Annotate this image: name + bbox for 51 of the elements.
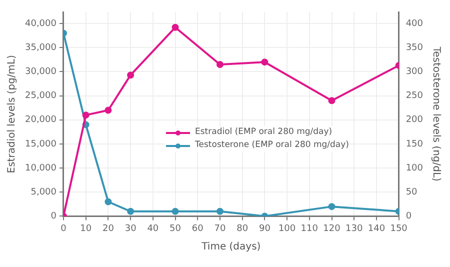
x-tick-label: 120 (323, 224, 341, 234)
x-tick-label: 140 (368, 224, 386, 234)
point (127, 208, 134, 215)
legend-label: Estradiol (EMP oral 280 mg/day) (195, 126, 332, 139)
point (216, 60, 224, 68)
x-tick-label: 90 (258, 224, 271, 234)
y-tick-label: 25,000 (24, 91, 57, 102)
x-tick-label: 50 (170, 224, 182, 234)
y-axis-title: Estradiol levels (pg/mL) (6, 54, 18, 174)
y2-tick-label: 0 (406, 212, 412, 222)
y2-tick-label: 50 (406, 187, 418, 198)
x-tick-label: 110 (300, 224, 318, 234)
y-tick-label: 20,000 (24, 115, 57, 126)
point (328, 97, 336, 104)
y-tick-label: 5,000 (30, 187, 57, 198)
point (172, 208, 179, 215)
y-tick-label: 15,000 (24, 139, 57, 150)
y2-tick-label: 400 (406, 18, 424, 29)
point (127, 72, 134, 79)
x-tick-label: 40 (147, 224, 159, 234)
y-tick-label: 30,000 (24, 67, 57, 78)
x-tick-label: 30 (124, 224, 137, 234)
y2-axis-title: Testosterone levels (ng/dL) (430, 46, 442, 182)
x-tick-label: 100 (278, 224, 296, 234)
point (172, 24, 179, 31)
x-tick-label: 20 (102, 224, 114, 234)
y2-tick-label: 200 (406, 115, 424, 126)
point (104, 198, 112, 206)
y-tick-label: 10,000 (24, 163, 57, 174)
y2-tick-label: 150 (406, 139, 424, 150)
x-tick-label: 130 (346, 224, 363, 234)
point (104, 106, 112, 114)
y2-tick-label: 350 (406, 42, 424, 53)
x-tick-label: 60 (192, 224, 204, 234)
point (216, 208, 224, 215)
x-tick-label: 80 (236, 224, 248, 234)
x-axis-title: Time (days) (200, 242, 261, 253)
x-tick-label: 150 (390, 224, 408, 234)
point (82, 112, 90, 119)
y-tick-label: 0 (50, 212, 57, 222)
point (261, 58, 268, 66)
point (328, 203, 336, 210)
y-tick-label: 40,000 (24, 18, 57, 29)
y-tick-label: 35,000 (24, 42, 57, 53)
legend-label: Testosterone (EMP oral 280 mg/day) (195, 139, 349, 152)
x-tick-label: 70 (214, 224, 226, 234)
y2-tick-label: 100 (406, 163, 424, 174)
y2-tick-label: 300 (406, 67, 424, 78)
y2-tick-label: 250 (406, 91, 424, 102)
x-tick-label: 0 (60, 224, 67, 234)
x-tick-label: 10 (80, 224, 92, 234)
